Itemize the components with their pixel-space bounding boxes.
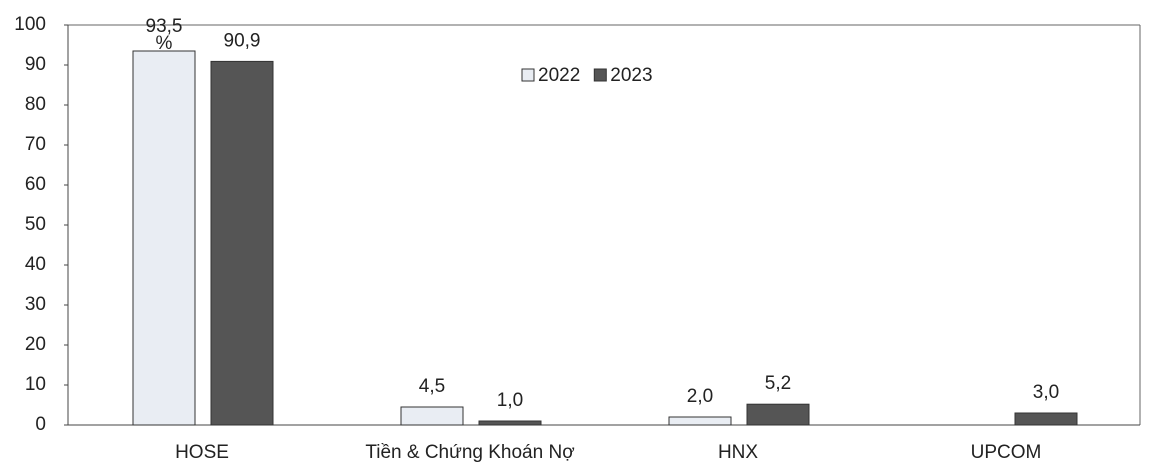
bar	[478, 420, 542, 426]
bar	[400, 406, 464, 426]
y-tick-label: 50	[25, 214, 46, 235]
data-label: 2,0	[687, 386, 713, 407]
y-tick-label: 60	[25, 174, 46, 195]
data-label: 3,0	[1033, 382, 1059, 403]
x-tick-label: HNX	[718, 442, 758, 463]
y-tick-label: 80	[25, 94, 46, 115]
data-label: 5,2	[765, 373, 791, 394]
bar	[668, 416, 732, 426]
data-label: 1,0	[497, 390, 523, 411]
y-tick-label: 0	[35, 414, 46, 435]
y-tick-label: 30	[25, 294, 46, 315]
bar	[746, 403, 810, 426]
data-label: 93,5%	[146, 16, 183, 54]
y-tick-label: 70	[25, 134, 46, 155]
bar	[1014, 412, 1078, 426]
legend-label: 2023	[610, 65, 652, 86]
y-tick-label: 40	[25, 254, 46, 275]
legend-label: 2022	[538, 65, 580, 86]
y-tick-label: 90	[25, 54, 46, 75]
x-tick-label: UPCOM	[971, 442, 1042, 463]
y-tick-label: 20	[25, 334, 46, 355]
y-tick-label: 100	[14, 14, 46, 35]
x-tick-label: Tiền & Chứng Khoán Nợ	[365, 442, 574, 463]
data-label: 90,9	[224, 30, 261, 51]
data-label: 4,5	[419, 376, 445, 397]
legend-swatch	[521, 68, 535, 82]
x-tick-label: HOSE	[175, 442, 229, 463]
bar	[210, 60, 274, 426]
y-tick-label: 10	[25, 374, 46, 395]
bar	[132, 50, 196, 426]
legend-swatch	[593, 68, 607, 82]
